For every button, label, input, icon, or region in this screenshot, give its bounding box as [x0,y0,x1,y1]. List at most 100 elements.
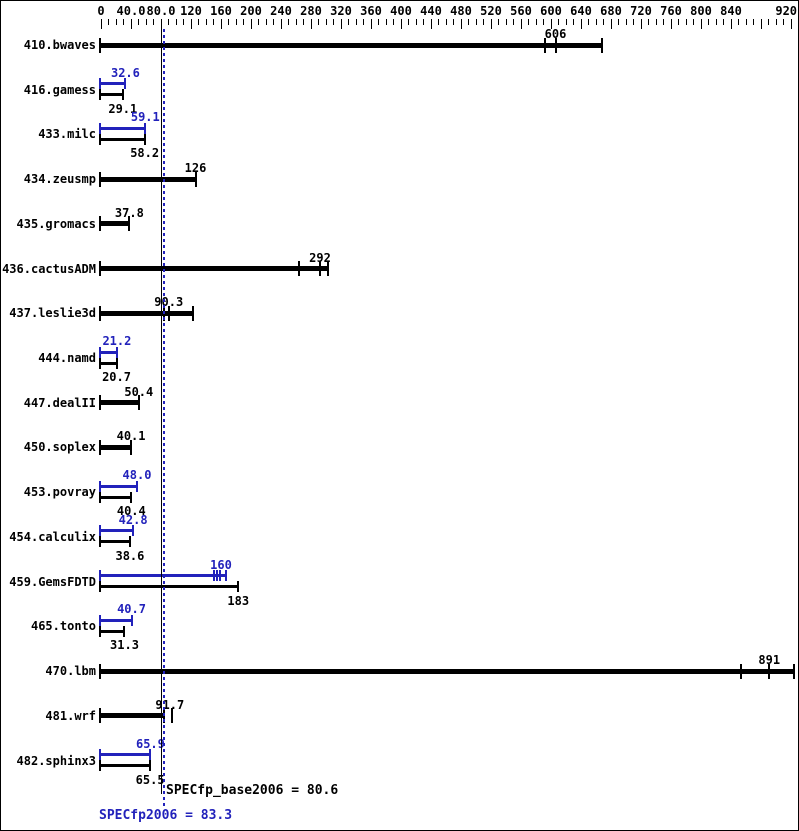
axis-tick [595,19,597,25]
bar [100,176,196,182]
base-score-text: SPECfp_base2006 = 80.6 [166,783,339,798]
axis-tick [760,19,762,29]
bar-cap [194,171,197,187]
bar-value-label: 38.6 [115,548,145,563]
axis-tick [130,19,132,29]
axis-tick [775,19,777,25]
axis-tick [250,19,252,29]
bar [100,137,145,141]
bar [100,444,132,450]
run-tick [171,708,174,724]
axis-tick [370,19,372,29]
bar-value-label: 42.8 [118,512,148,527]
axis-tick [468,19,469,25]
run-tick [215,570,218,582]
bar-value-label: 90.3 [154,295,184,310]
bar-cap [123,625,126,637]
axis-tick [550,19,552,29]
axis-tick [475,19,477,25]
axis-tick [408,19,409,25]
bar-cap [115,346,118,358]
bar [100,361,117,365]
axis-tick-label: 520 [480,4,502,18]
bar [100,266,328,272]
bar-value-label: 29.1 [108,101,138,116]
axis-tick-label: 400 [390,4,412,18]
axis-tick-label: 360 [360,4,382,18]
axis-tick [190,19,192,29]
bar-cap [99,708,101,724]
bar-cap [99,760,101,772]
axis-tick [790,19,792,29]
axis-tick [753,19,754,25]
axis-tick [100,19,102,29]
axis-tick [768,19,769,25]
axis-tick [520,19,522,29]
bar-cap [99,216,101,232]
bar-value-label: 20.7 [102,370,131,385]
bar-cap [128,536,131,548]
axis-tick-label: 320 [330,4,352,18]
bar-value-label: 50.4 [124,384,154,399]
bar-cap [130,491,133,503]
bar-value-label: 65.5 [135,772,165,787]
axis-tick-label: 640 [570,4,592,18]
bar-cap [144,122,147,134]
bar-value-label: 183 [227,593,250,608]
axis-tick [603,19,604,25]
axis-tick [610,19,612,29]
bar-cap [99,491,101,503]
bar-cap [128,216,131,232]
axis-tick [400,19,402,29]
bar-cap [149,760,152,772]
bar [100,42,602,48]
run-tick [212,570,215,582]
axis-tick [423,19,424,25]
bar-cap [149,749,152,761]
bar-cap [121,89,124,101]
axis-tick [355,19,357,25]
bar [100,764,151,768]
axis-tick [528,19,529,25]
axis-tick [385,19,387,25]
bar [100,400,139,406]
axis-tick [348,19,349,25]
bar-value-label: 48.0 [122,468,152,483]
axis-tick-label: 200 [240,4,262,18]
axis-tick [580,19,582,29]
axis-tick [730,19,732,29]
bar-cap [237,581,240,593]
bar [100,484,137,488]
axis-tick [648,19,649,25]
axis-tick [738,19,739,25]
bar [100,529,134,533]
bar-value-label: 58.2 [130,146,160,161]
axis-tick [310,19,312,29]
axis-tick [213,19,214,25]
bar-cap [601,37,603,53]
axis-tick [723,19,724,25]
bar-value-label: 891 [758,653,781,668]
axis-tick-label: 760 [660,4,682,18]
bar-value-label: 59.1 [130,110,160,125]
bar [100,495,132,499]
axis-tick-label: 920 [775,4,798,18]
benchmark-name: 470.lbm [45,664,96,679]
axis-tick [430,19,432,29]
bar-cap [130,614,133,626]
axis-tick-label: 800 [690,4,712,18]
axis-tick [588,19,589,25]
axis-tick [663,19,664,25]
bar-cap [99,614,101,626]
axis-tick [483,19,484,25]
axis-tick [708,19,709,25]
bar-cap [99,346,101,358]
axis-tick [258,19,259,25]
axis-tick [363,19,364,25]
bar-value-label: 126 [184,161,207,176]
bar-cap [99,581,101,593]
axis-tick [220,19,222,29]
base-score-line [161,29,163,794]
bar-cap [99,89,101,101]
bar-value-label: 21.2 [102,334,132,349]
